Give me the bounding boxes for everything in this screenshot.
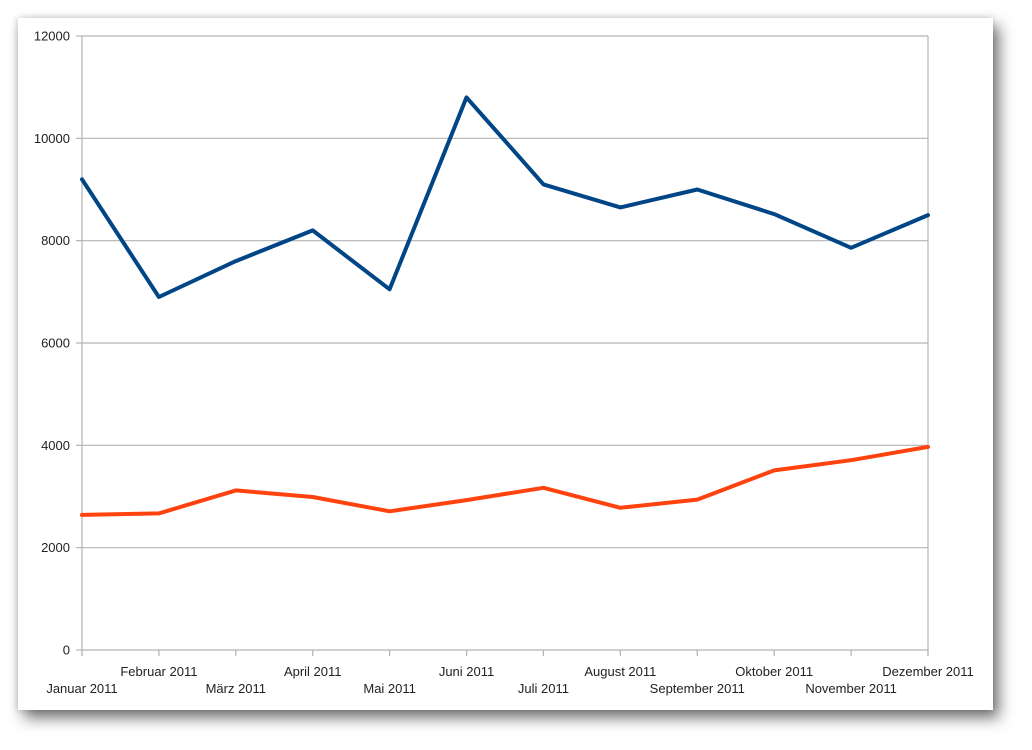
x-tick-label: November 2011 [805, 681, 897, 696]
series-line-1 [80, 95, 930, 299]
y-tick-label: 0 [63, 643, 70, 658]
y-tick-label: 8000 [41, 233, 70, 248]
x-tick-label: Februar 2011 [120, 664, 197, 679]
x-tick-label: Mai 2011 [363, 681, 416, 696]
x-tick-label: März 2011 [206, 681, 266, 696]
y-tick-label: 10000 [34, 131, 70, 146]
y-tick-label: 4000 [41, 438, 70, 453]
x-tick-label: Dezember 2011 [882, 664, 974, 679]
y-tick-label: 6000 [41, 336, 70, 351]
chart-frame: 0 2000 4000 6000 8000 10000 12000 Januar 2011 Fe… [18, 18, 993, 710]
y-tick-label: 2000 [41, 540, 70, 555]
y-tick-label: 12000 [34, 29, 70, 44]
line-chart: 0 2000 4000 6000 8000 10000 12000 Januar 2011Fe… [34, 29, 974, 697]
x-tick-label: Juli 2011 [518, 681, 569, 696]
x-tick-label: April 2011 [284, 664, 342, 679]
x-tick-label: Januar 2011 [46, 681, 117, 696]
x-tick-label: Oktober 2011 [735, 664, 813, 679]
x-tick-label: September 2011 [650, 681, 745, 696]
x-tick-label: August 2011 [584, 664, 656, 679]
series-line-2 [80, 444, 930, 517]
x-tick-label: Juni 2011 [439, 664, 494, 679]
